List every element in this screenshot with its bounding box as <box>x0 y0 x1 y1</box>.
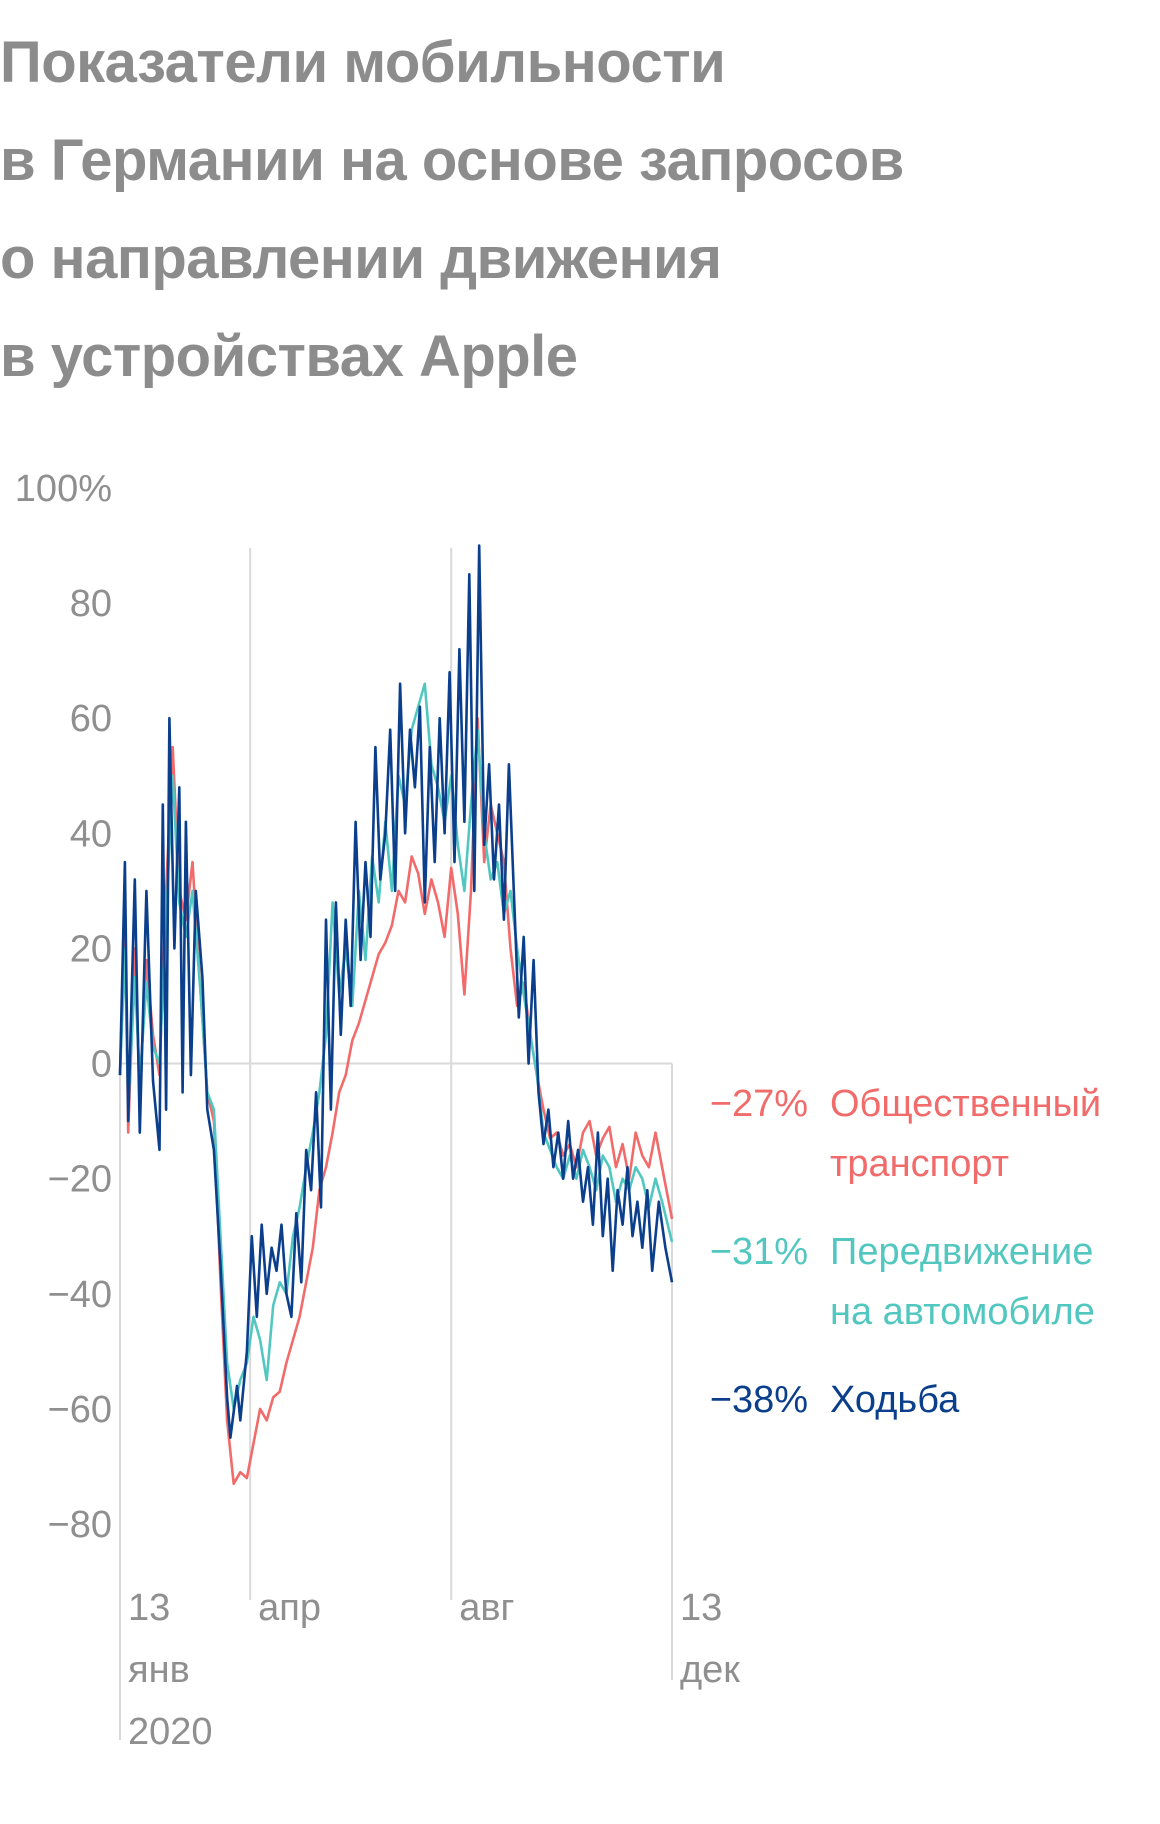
y-tick-label: −20 <box>48 1159 112 1201</box>
title-line-3: о направлении движения <box>0 226 722 291</box>
title-line-1: Показатели мобильности <box>0 30 726 95</box>
y-tick-label: −40 <box>48 1274 112 1316</box>
series-label: на автомобиле <box>830 1291 1095 1333</box>
series-label: Общественный <box>830 1083 1101 1125</box>
series-end-value: −31% <box>710 1231 808 1273</box>
page-title: Показатели мобильности в Германии на осн… <box>0 14 1140 406</box>
series-line-driving <box>118 682 674 1411</box>
title-line-2: в Германии на основе запросов <box>0 128 904 193</box>
series-end-value: −27% <box>710 1083 808 1125</box>
x-tick-label: 13 <box>680 1587 722 1629</box>
y-tick-label: 60 <box>70 698 112 740</box>
x-tick-label: янв <box>128 1649 190 1691</box>
y-tick-label: 40 <box>70 813 112 855</box>
x-tick-label: авг <box>459 1587 514 1629</box>
series-end-value: −38% <box>710 1379 808 1421</box>
title-line-4: в устройствах Apple <box>0 324 578 389</box>
series-label: Передвижение <box>830 1231 1093 1273</box>
x-tick-label: дек <box>680 1649 740 1691</box>
y-tick-label: 0 <box>91 1044 112 1086</box>
x-tick-label: апр <box>258 1587 321 1629</box>
y-tick-label: 100% <box>15 468 112 510</box>
y-tick-label: −60 <box>48 1389 112 1431</box>
series-label: Ходьба <box>830 1379 960 1421</box>
y-tick-label: 80 <box>70 583 112 625</box>
series-label: транспорт <box>830 1143 1009 1185</box>
x-tick-label: 2020 <box>128 1711 213 1753</box>
y-tick-label: 20 <box>70 928 112 970</box>
y-tick-label: −80 <box>48 1504 112 1546</box>
series-line-walking <box>118 544 674 1439</box>
x-tick-label: 13 <box>128 1587 170 1629</box>
